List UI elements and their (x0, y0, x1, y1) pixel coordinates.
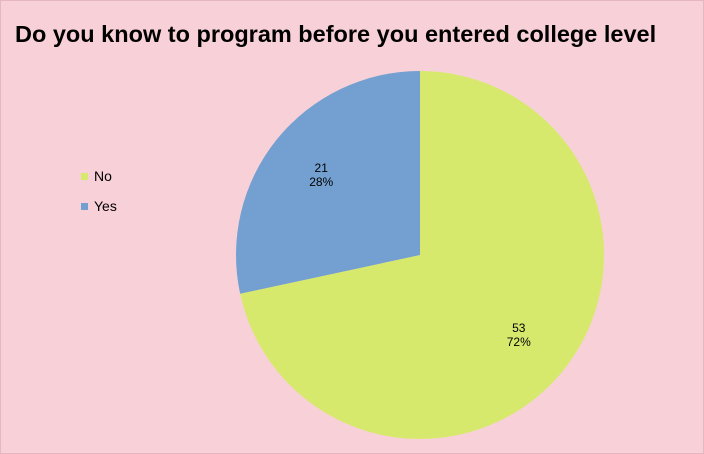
legend-swatch-no (81, 172, 88, 180)
legend-item-no: No (81, 161, 117, 191)
data-label-value-no: 53 (512, 321, 526, 335)
legend: No Yes (81, 161, 117, 221)
legend-item-yes: Yes (81, 191, 117, 221)
data-label-percent-no: 72% (507, 335, 531, 349)
pie-slice-yes (236, 71, 420, 294)
pie-slices (236, 71, 605, 440)
data-label-value-yes: 21 (315, 161, 329, 175)
legend-label-yes: Yes (94, 198, 117, 214)
legend-label-no: No (94, 168, 112, 184)
pie-slice-no (240, 71, 605, 440)
legend-swatch-yes (81, 202, 88, 210)
data-label-percent-yes: 28% (309, 175, 333, 189)
chart-title: Do you know to program before you entere… (15, 21, 657, 47)
